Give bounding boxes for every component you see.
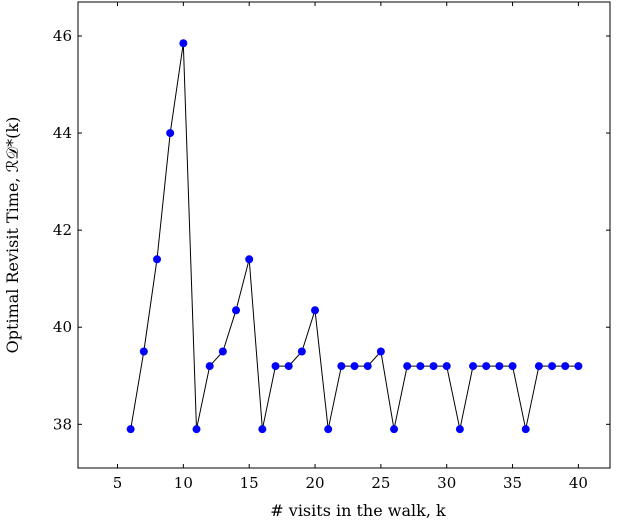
data-point-k-10: [179, 39, 188, 48]
data-point-k-35: [508, 362, 517, 371]
data-points: [126, 39, 583, 434]
x-tick-label: 10: [174, 474, 193, 492]
x-tick-label: 35: [503, 474, 522, 492]
y-tick-label: 42: [53, 221, 72, 239]
data-point-k-25: [376, 347, 385, 356]
data-point-k-28: [416, 362, 425, 371]
data-point-k-32: [469, 362, 478, 371]
data-point-k-36: [521, 425, 530, 434]
data-point-k-39: [561, 362, 570, 371]
data-point-k-26: [390, 425, 399, 434]
data-point-k-16: [258, 425, 267, 434]
data-point-k-14: [232, 306, 241, 315]
data-point-k-20: [311, 306, 320, 315]
plot-frame: [77, 1, 611, 469]
data-point-k-33: [482, 362, 491, 371]
data-point-k-30: [442, 362, 451, 371]
data-point-k-31: [455, 425, 464, 434]
data-point-k-27: [403, 362, 412, 371]
x-axis-label: # visits in the walk, k: [270, 501, 446, 520]
data-point-k-7: [139, 347, 148, 356]
data-point-k-38: [548, 362, 557, 371]
data-point-k-19: [297, 347, 306, 356]
x-tick-label: 40: [569, 474, 588, 492]
y-tick-label: 40: [53, 318, 72, 336]
data-point-k-13: [218, 347, 227, 356]
data-point-k-18: [284, 362, 293, 371]
y-tick-label: 38: [53, 415, 72, 433]
data-point-k-40: [574, 362, 583, 371]
data-point-k-21: [324, 425, 333, 434]
x-tick-label: 5: [113, 474, 123, 492]
data-point-k-15: [245, 255, 254, 264]
data-point-k-23: [350, 362, 359, 371]
data-point-k-17: [271, 362, 280, 371]
data-point-k-12: [205, 362, 214, 371]
axis-ticks: [78, 2, 610, 468]
data-point-k-34: [495, 362, 504, 371]
x-tick-label: 15: [240, 474, 259, 492]
data-point-k-37: [534, 362, 543, 371]
data-point-k-6: [126, 425, 135, 434]
x-tick-label: 30: [437, 474, 456, 492]
tick-labels: 5 10 15 20 25 30 35 40 38 40 42 44 46: [53, 27, 588, 492]
y-axis-label: Optimal Revisit Time, ℛ𝒟*(k): [3, 117, 22, 354]
series-line: [130, 43, 579, 430]
data-point-k-22: [337, 362, 346, 371]
x-tick-label: 20: [305, 474, 324, 492]
x-tick-label: 25: [371, 474, 390, 492]
data-point-k-9: [166, 129, 175, 138]
data-point-k-29: [429, 362, 438, 371]
data-point-k-11: [192, 425, 201, 434]
data-point-k-24: [363, 362, 372, 371]
y-tick-label: 44: [53, 124, 72, 142]
y-tick-label: 46: [53, 27, 72, 45]
data-point-k-8: [153, 255, 162, 264]
